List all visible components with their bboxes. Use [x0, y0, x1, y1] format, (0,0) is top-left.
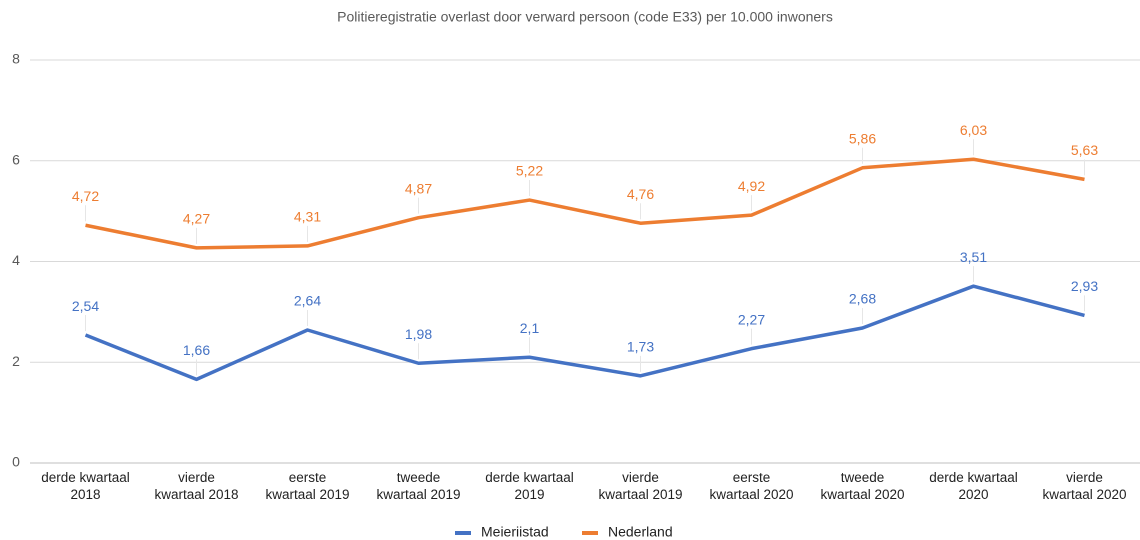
data-label: 2,93	[1071, 278, 1098, 294]
data-label: 1,66	[183, 342, 210, 358]
data-label: 2,68	[849, 291, 876, 307]
x-tick-label: derde kwartaal 2018	[41, 470, 130, 502]
x-tick-label: derde kwartaal 2019	[485, 470, 574, 502]
legend-label: Meieriistad	[481, 524, 549, 540]
data-label: 3,51	[960, 249, 987, 265]
data-label: 2,27	[738, 311, 765, 327]
y-tick-label: 4	[12, 252, 20, 268]
data-label: 4,27	[183, 211, 210, 227]
data-label: 5,86	[849, 131, 876, 147]
data-label: 4,76	[627, 186, 654, 202]
y-tick-label: 0	[12, 454, 20, 470]
y-tick-label: 6	[12, 151, 20, 167]
data-label: 4,31	[294, 209, 321, 225]
data-label: 4,72	[72, 188, 99, 204]
data-label: 2,64	[294, 293, 321, 309]
chart-title: Politieregistratie overlast door verward…	[337, 9, 833, 25]
line	[84, 284, 1085, 382]
x-tick-label: derde kwartaal 2020	[929, 470, 1018, 502]
y-tick-label: 8	[12, 51, 20, 67]
x-tick-label: vierde kwartaal 2018	[154, 470, 239, 502]
x-tick-label: tweede kwartaal 2020	[820, 470, 905, 502]
data-label: 1,73	[627, 339, 654, 355]
line	[85, 157, 1085, 250]
data-label: 2,54	[72, 298, 99, 314]
x-tick-label: tweede kwartaal 2019	[376, 470, 461, 502]
data-label: 5,22	[516, 163, 543, 179]
data-label: 1,98	[405, 326, 432, 342]
legend-label: Nederland	[608, 524, 673, 540]
x-tick-label: eerste kwartaal 2020	[709, 470, 794, 502]
y-tick-label: 2	[12, 353, 20, 369]
x-tick-label: vierde kwartaal 2020	[1042, 470, 1127, 502]
data-label: 4,92	[738, 178, 765, 194]
x-tick-label: eerste kwartaal 2019	[265, 470, 350, 502]
data-label: 5,63	[1071, 142, 1098, 158]
data-label: 2,1	[520, 320, 540, 336]
data-label: 6,03	[960, 122, 987, 138]
x-tick-label: vierde kwartaal 2019	[598, 470, 683, 502]
data-label: 4,87	[405, 180, 432, 196]
